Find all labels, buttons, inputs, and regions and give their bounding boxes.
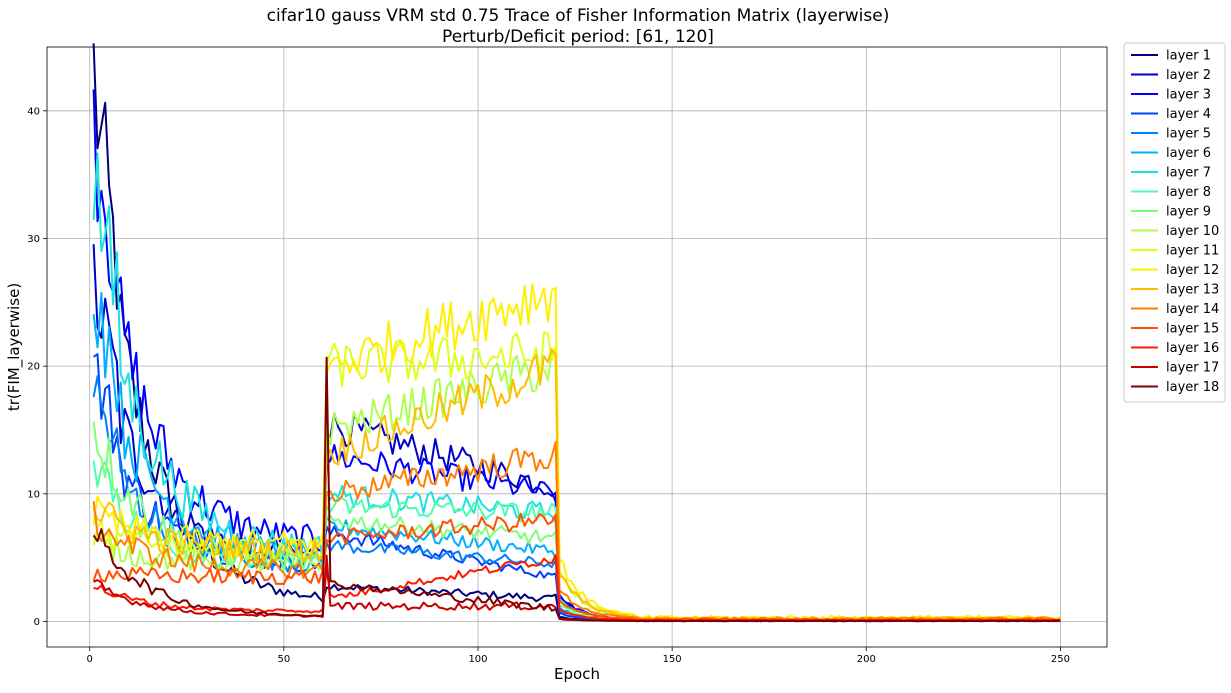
legend-entry: layer 17 [1166, 361, 1219, 376]
legend-entry: layer 16 [1166, 341, 1219, 356]
y-axis-label: tr(FIM_layerwise) [5, 283, 24, 411]
x-tick-label: 0 [87, 654, 93, 665]
legend-entry: layer 13 [1166, 283, 1219, 298]
legend-entry: layer 3 [1166, 88, 1211, 103]
legend: layer 1 layer 2 layer 3 layer 4 layer 5 layer… [1123, 42, 1226, 403]
y-tick-label: 10 [27, 489, 40, 500]
grid [47, 47, 1107, 647]
legend-entry: layer 14 [1166, 302, 1219, 317]
x-tick-label: 50 [277, 654, 290, 665]
chart-title: cifar10 gauss VRM std 0.75 Trace of Fish… [267, 6, 890, 26]
x-axis-label: Epoch [554, 665, 600, 683]
legend-entry: layer 15 [1166, 322, 1219, 337]
series-line-4 [93, 353, 1061, 623]
series-line-15 [92, 512, 1061, 622]
legend-entry: layer 8 [1166, 185, 1211, 200]
legend-entry: layer 12 [1166, 263, 1219, 278]
series-group [92, 43, 1061, 623]
y-tick-label: 30 [27, 234, 40, 245]
tick-labels: 0 50 100 150 200 250 0 10 20 30 40 [27, 106, 1070, 665]
x-tick-label: 100 [468, 654, 487, 665]
legend-entry: layer 18 [1166, 380, 1219, 395]
legend-entry: layer 2 [1166, 68, 1211, 83]
x-tick-label: 150 [663, 654, 682, 665]
series-line-18 [92, 356, 1061, 623]
x-tick-label: 250 [1051, 654, 1070, 665]
series-line-10 [93, 351, 1061, 622]
legend-entry: layer 10 [1166, 224, 1219, 239]
legend-entry: layer 7 [1166, 166, 1211, 181]
legend-entry: layer 11 [1166, 244, 1219, 259]
plot-frame [46, 46, 1108, 648]
legend-entry: layer 4 [1166, 107, 1211, 122]
legend-entry: layer 9 [1166, 205, 1211, 220]
series-line-1 [92, 43, 1061, 623]
y-tick-label: 40 [27, 106, 40, 117]
series-line-2 [92, 244, 1061, 623]
legend-entry: layer 6 [1166, 146, 1211, 161]
chart-subtitle: Perturb/Deficit period: [61, 120] [442, 27, 714, 47]
legend-entry: layer 5 [1166, 127, 1211, 142]
series-line-13 [92, 348, 1061, 621]
y-tick-label: 20 [27, 362, 40, 373]
series-line-5 [92, 375, 1061, 623]
y-tick-label: 0 [34, 617, 40, 628]
legend-entry: layer 1 [1166, 49, 1211, 64]
x-tick-label: 200 [857, 654, 876, 665]
